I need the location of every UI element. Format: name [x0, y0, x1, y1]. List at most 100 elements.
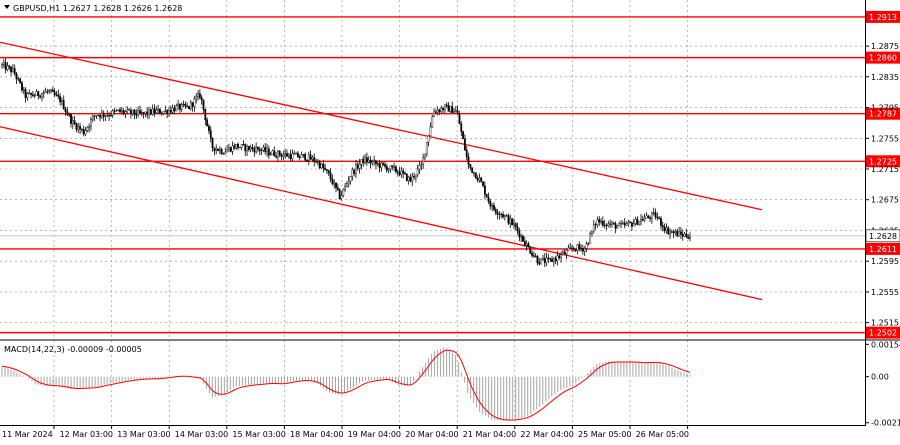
candle-body: [59, 96, 61, 103]
candle-body: [583, 248, 586, 252]
macd-y-tick-label: 0.00: [871, 373, 889, 382]
candle-body: [465, 149, 468, 157]
candle-body: [456, 110, 459, 115]
candle-body: [640, 219, 642, 222]
candle-body: [129, 109, 132, 114]
level-price-label: 1.2860: [869, 54, 897, 63]
candle-body: [393, 166, 396, 168]
candle-body: [68, 114, 71, 116]
candle-body: [186, 105, 189, 107]
candle-body: [672, 231, 675, 234]
candle-body: [669, 231, 671, 235]
candle-body: [404, 172, 406, 175]
candle-body: [387, 168, 390, 171]
candle-body: [21, 82, 23, 91]
x-tick-label: 14 Mar 03:00: [175, 430, 228, 439]
candle-body: [549, 258, 552, 260]
candle-body: [683, 233, 686, 237]
candle-body: [99, 115, 101, 118]
candle-body: [618, 223, 621, 227]
level-price-box: [866, 326, 900, 339]
candle-body: [19, 78, 22, 84]
candle-body: [460, 123, 463, 132]
candle-body: [222, 153, 225, 155]
candle-body: [454, 110, 457, 112]
chart-menu-triangle-icon[interactable]: [4, 5, 10, 9]
candle-body: [340, 195, 343, 199]
candle-body: [79, 126, 81, 130]
candle-body: [581, 248, 584, 252]
candle-body: [660, 218, 662, 226]
candle-body: [306, 159, 308, 161]
candle-body: [433, 111, 435, 118]
channel-line-lower[interactable]: [0, 126, 763, 301]
candle-body: [213, 147, 216, 151]
candle-body: [33, 95, 36, 97]
candle-body: [11, 68, 14, 73]
channel-line-upper[interactable]: [0, 41, 763, 211]
candle-body: [627, 221, 630, 224]
candle-body: [31, 94, 34, 96]
candle-body: [135, 114, 138, 116]
candle-body: [153, 108, 156, 113]
candle-body: [220, 149, 223, 154]
candle-body: [8, 65, 11, 68]
candle-body: [316, 161, 319, 163]
candle-body: [242, 144, 245, 146]
candle-body: [291, 153, 294, 159]
candle-body: [50, 89, 52, 91]
macd-signal-line: [1, 349, 691, 421]
candle-body: [505, 215, 508, 217]
x-tick-label: 12 Mar 03:00: [60, 430, 113, 439]
candle-body: [275, 155, 278, 158]
candle-body: [485, 194, 488, 198]
candle-body: [609, 223, 612, 225]
candle-body: [658, 217, 661, 219]
candle-body: [108, 115, 111, 117]
candle-body: [164, 110, 167, 112]
candle-body: [616, 225, 619, 229]
candle-body: [656, 216, 659, 219]
candle-body: [2, 62, 5, 65]
trend-channel[interactable]: [0, 41, 763, 301]
candle-body: [362, 158, 365, 163]
candle-body: [257, 146, 259, 150]
candle-body: [188, 105, 190, 109]
candle-body: [531, 252, 533, 256]
candle-body: [509, 218, 512, 224]
candle-body: [262, 147, 265, 151]
candle-body: [634, 218, 637, 224]
candle-body: [171, 107, 174, 113]
candle-body: [197, 93, 199, 98]
candle-body: [80, 128, 83, 130]
candle-body: [233, 145, 236, 149]
candle-body: [41, 93, 43, 98]
candle-body: [347, 180, 350, 184]
candle-body: [286, 153, 288, 157]
candle-body: [469, 164, 472, 168]
x-tick-label: 15 Mar 03:00: [232, 430, 285, 439]
candle-body: [296, 152, 299, 158]
candle-body: [511, 218, 514, 226]
candle-body: [298, 156, 301, 158]
candle-body: [571, 247, 573, 249]
candle-body: [632, 223, 635, 227]
candle-body: [280, 154, 283, 157]
candle-body: [516, 226, 519, 232]
level-price-label: 1.2787: [869, 110, 897, 119]
candle-body: [95, 115, 98, 117]
candle-body: [208, 125, 210, 131]
level-price-label: 1.2725: [869, 157, 897, 166]
candle-body: [10, 66, 12, 73]
candle-body: [451, 106, 454, 114]
macd-y-tick-label: 0.00154: [871, 340, 900, 349]
candle-body: [159, 108, 161, 114]
candle-body: [117, 109, 120, 111]
candle-body: [240, 144, 243, 148]
candle-body: [355, 164, 357, 174]
candle-body: [576, 244, 579, 252]
candle-body: [148, 109, 150, 115]
candle-body: [414, 174, 417, 178]
